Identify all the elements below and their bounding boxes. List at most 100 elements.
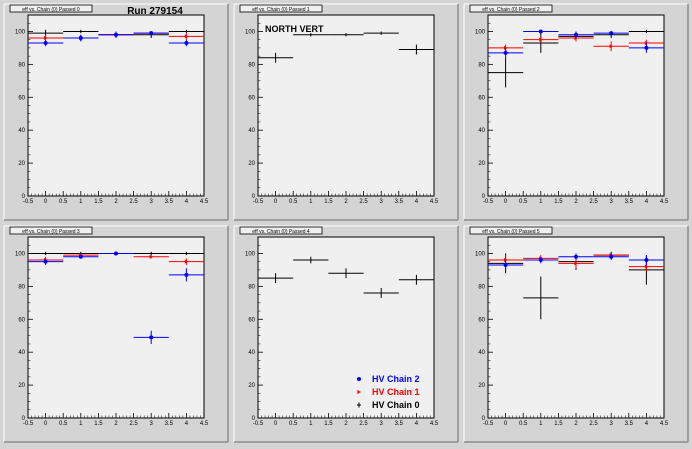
- data-point: [133, 254, 169, 259]
- y-tick-label: 80: [18, 284, 25, 290]
- x-tick-label: 4.5: [200, 421, 209, 427]
- data-point: [168, 258, 204, 265]
- x-tick-label: 1.5: [554, 421, 563, 427]
- y-tick-label: 40: [478, 128, 485, 134]
- x-tick-label: 1: [539, 199, 543, 205]
- histogram-title: eff vs. Chain (0) Passed 2: [482, 7, 540, 13]
- y-axis: 0 20 40 60 80 100: [475, 236, 493, 422]
- marker-circle: [184, 40, 189, 45]
- y-tick-label: 20: [478, 161, 485, 167]
- series-2: [488, 29, 664, 58]
- data-point: [593, 31, 629, 36]
- data-point: [488, 57, 524, 88]
- y-axis: 0 20 40 60 80 100: [245, 14, 263, 200]
- data-point: [593, 253, 629, 261]
- marker-triangle: [609, 44, 614, 49]
- marker-circle: [149, 31, 154, 36]
- x-tick-label: 2: [574, 199, 578, 205]
- x-tick-label: 1.5: [324, 421, 333, 427]
- y-tick-label: 40: [248, 128, 255, 134]
- data-point: [168, 39, 204, 47]
- x-axis: -0.5 0 0.5 1 1.5 2 2.5 3 3.5 4 4.5: [483, 191, 669, 205]
- y-tick-label: 60: [248, 95, 255, 101]
- x-tick-label: 4.5: [660, 199, 669, 205]
- x-tick-label: 3: [380, 421, 384, 427]
- x-tick-label: 0: [274, 421, 278, 427]
- plot-frame: [27, 236, 205, 419]
- y-axis: 0 20 40 60 80 100: [245, 236, 263, 422]
- marker-circle: [149, 335, 154, 340]
- y-tick-label: 0: [482, 194, 486, 200]
- legend-marker-circle: [357, 377, 361, 381]
- x-tick-label: 3.5: [395, 199, 404, 205]
- x-tick-label: 1: [309, 199, 313, 205]
- plot-frame: [487, 14, 665, 197]
- marker-circle: [574, 32, 578, 37]
- y-tick-label: 40: [478, 350, 485, 356]
- x-tick-label: 3.5: [625, 199, 634, 205]
- x-tick-label: -0.5: [253, 199, 264, 205]
- data-point: [28, 39, 64, 47]
- data-point: [168, 268, 204, 282]
- x-tick-label: 4.5: [430, 199, 439, 205]
- y-tick-label: 40: [18, 128, 25, 134]
- y-tick-label: 80: [18, 62, 25, 68]
- histogram-title-box: eff vs. Chain (0) Passed 0: [9, 4, 93, 13]
- y-axis: 0 20 40 60 80 100: [15, 236, 33, 422]
- marker-triangle: [574, 36, 578, 41]
- data-point: [328, 33, 364, 37]
- x-tick-label: 2.5: [359, 421, 368, 427]
- x-axis: -0.5 0 0.5 1 1.5 2 2.5 3 3.5 4 4.5: [253, 191, 439, 205]
- y-tick-label: 40: [248, 350, 255, 356]
- data-point: [523, 256, 559, 264]
- y-tick-label: 60: [478, 317, 485, 323]
- series-0: [258, 256, 434, 298]
- plot-pad-1: eff vs. Chain (0) Passed 0-0.5 0 0.5 1 1.5 2 2…: [3, 3, 229, 221]
- x-tick-label: 1.5: [94, 199, 103, 205]
- x-tick-label: -0.5: [483, 199, 494, 205]
- x-tick-label: 4: [645, 421, 649, 427]
- plot-frame: [27, 14, 205, 197]
- marker-triangle: [44, 36, 48, 41]
- marker-circle: [78, 254, 83, 259]
- x-tick-label: 0: [274, 199, 278, 205]
- x-tick-label: 4: [185, 199, 189, 205]
- series-0: [258, 31, 434, 63]
- marker-circle: [609, 254, 614, 259]
- x-tick-label: 2: [344, 421, 348, 427]
- plot-pad-2: eff vs. Chain (0) Passed 1-0.5 0 0.5 1 1.5 2 2…: [233, 3, 459, 221]
- histogram-title: eff vs. Chain (0) Passed 3: [22, 229, 80, 235]
- marker-circle: [503, 262, 508, 267]
- x-tick-label: 0.5: [289, 199, 298, 205]
- series-1: [488, 253, 664, 272]
- x-tick-label: 3: [610, 199, 614, 205]
- x-tick-label: 2: [114, 421, 118, 427]
- marker-triangle: [184, 34, 189, 39]
- data-point: [628, 29, 664, 34]
- x-tick-label: 1: [79, 421, 83, 427]
- legend-item: HV Chain 0: [357, 400, 420, 410]
- x-tick-label: 4: [185, 421, 189, 427]
- y-tick-label: 0: [22, 194, 26, 200]
- x-tick-label: 0: [504, 421, 508, 427]
- marker-circle: [538, 258, 543, 263]
- x-tick-label: 4: [415, 199, 419, 205]
- y-tick-label: 20: [478, 383, 485, 389]
- y-tick-label: 80: [248, 284, 255, 290]
- x-axis: -0.5 0 0.5 1 1.5 2 2.5 3 3.5 4 4.5: [23, 413, 209, 427]
- marker-circle: [114, 251, 118, 256]
- y-tick-label: 20: [18, 383, 25, 389]
- x-tick-label: 1.5: [94, 421, 103, 427]
- x-tick-label: 2: [114, 199, 118, 205]
- plot-frame: [257, 236, 435, 419]
- y-axis: 0 20 40 60 80 100: [15, 14, 33, 200]
- marker-circle: [574, 254, 578, 259]
- x-tick-label: -0.5: [23, 421, 34, 427]
- data-point: [558, 31, 594, 39]
- data-point: [258, 273, 294, 284]
- y-tick-label: 80: [248, 62, 255, 68]
- x-tick-label: 0.5: [59, 199, 68, 205]
- histogram-title: eff vs. Chain (0) Passed 1: [252, 7, 310, 13]
- data-point: [63, 29, 99, 34]
- y-tick-label: 20: [248, 383, 255, 389]
